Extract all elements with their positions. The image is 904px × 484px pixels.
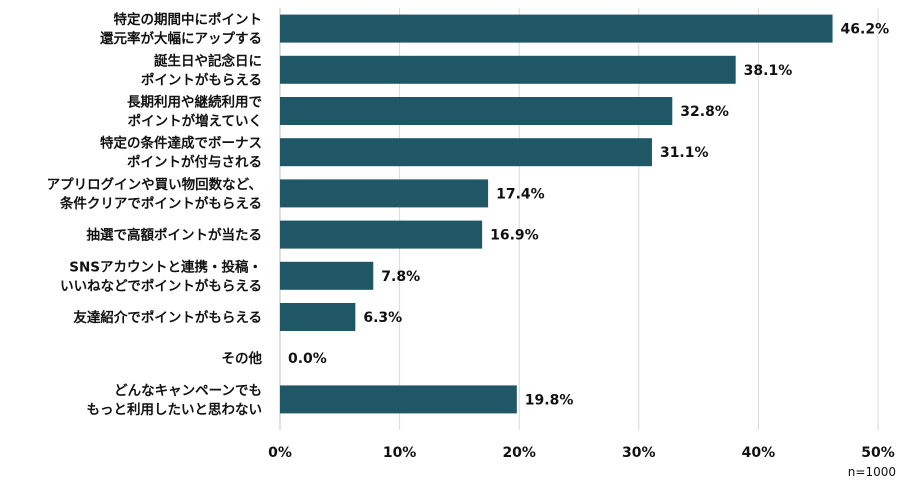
category-label: 長期利用や継続利用でポイントが増えていく [127,94,262,130]
value-label: 0.0% [288,351,327,367]
value-label: 46.2% [841,22,890,38]
value-label: 19.8% [525,392,574,408]
x-axis-ticks: 0% 10% 20% 30% 40% 50% [268,445,895,461]
category-label: 特定の期間中にポイント還元率が大幅にアップする [100,11,262,47]
value-labels: 46.2% 38.1% 32.8% 31.1% 17.4% 16.9% 7.8% 6.3% 0.… [288,22,889,409]
x-tick-label: 30% [622,445,656,461]
category-label: どんなキャンペーンでももっと利用したいと思わない [87,383,263,418]
value-label: 32.8% [680,104,729,120]
value-label: 31.1% [660,145,709,161]
value-label: 17.4% [496,186,545,202]
x-tick-label: 40% [742,445,776,461]
category-label: 友達紹介でポイントがもらえる [73,309,262,326]
x-tick-label: 20% [502,445,536,461]
category-label: 抽選で高額ポイントが当たる [87,227,263,244]
bar [280,138,652,167]
bar [280,179,489,208]
value-label: 38.1% [744,63,793,79]
x-tick-label: 0% [268,445,292,461]
bar [280,303,356,331]
x-tick-label: 50% [861,445,895,461]
sample-size-note: n=1000 [848,465,896,479]
category-label: 特定の条件達成でボーナスポイントが付与される [100,135,262,171]
value-label: 7.8% [381,269,420,285]
bar [280,55,736,84]
bar [280,220,483,249]
category-label: アプリログインや買い物回数など、条件クリアでポイントがもらえる [47,176,262,212]
value-label: 6.3% [363,310,402,326]
category-labels: 特定の期間中にポイント還元率が大幅にアップする誕生日や記念日にポイントがもらえる… [47,11,263,418]
bars [280,14,833,414]
x-tick-label: 10% [383,445,417,461]
value-label: 16.9% [490,228,539,244]
bar [280,385,517,414]
category-label: SNSアカウントと連携・投稿・いいねなどでポイントがもらえる [60,258,262,294]
category-label: 誕生日や記念日にポイントがもらえる [141,52,262,88]
bar [280,14,833,43]
category-label: その他 [222,350,263,367]
bar [280,97,673,125]
bar [280,261,374,290]
